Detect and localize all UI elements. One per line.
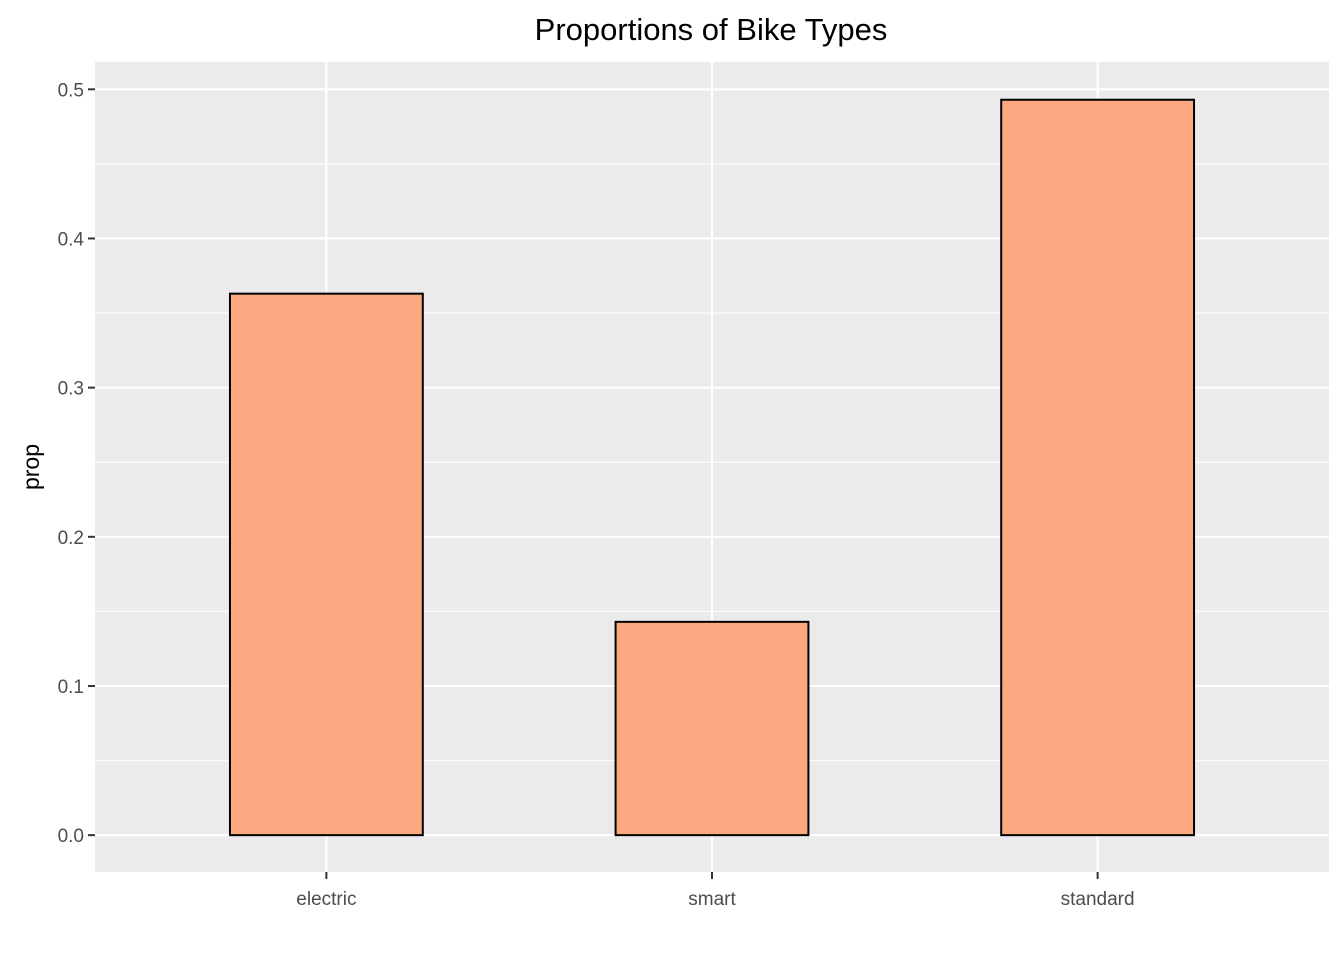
y-tick-label: 0.4 (58, 229, 85, 250)
y-tick-label: 0.2 (58, 528, 84, 549)
bar-standard (1000, 98, 1196, 837)
x-tick-label: electric (296, 889, 356, 910)
y-tick-label: 0.3 (58, 379, 84, 400)
y-tick-label: 0.1 (58, 677, 84, 698)
bar-series (228, 98, 1196, 837)
x-tick-label: smart (688, 889, 736, 910)
x-axis: electric smart standard (296, 872, 1135, 910)
bar-electric (228, 292, 424, 837)
chart-title: Proportions of Bike Types (535, 12, 888, 47)
y-axis-title: prop (18, 444, 44, 490)
bar-smart (614, 620, 810, 837)
y-tick-label: 0.0 (58, 826, 84, 847)
y-tick-label: 0.5 (58, 80, 84, 101)
x-tick-label: standard (1061, 889, 1135, 910)
y-axis: 0.0 0.1 0.2 0.3 0.4 0.5 (58, 80, 95, 847)
